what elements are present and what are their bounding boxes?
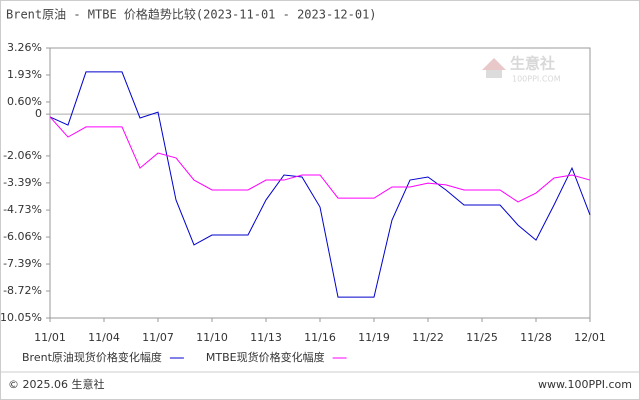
- y-tick-label: 0: [35, 107, 42, 120]
- watermark-sub: 100PPI.COM: [512, 75, 561, 84]
- x-tick-label: 11/22: [412, 331, 444, 344]
- footer-right: www.100PPI.com: [538, 378, 632, 391]
- y-tick-label: -6.06%: [3, 230, 42, 243]
- footer-left: © 2025.06 生意社: [8, 377, 104, 391]
- x-tick-label: 12/01: [574, 331, 606, 344]
- x-tick-label: 11/25: [466, 331, 498, 344]
- watermark-logo: [482, 58, 506, 70]
- x-tick-label: 11/28: [520, 331, 552, 344]
- series-line: [49, 116, 591, 203]
- y-tick-label: -10.05%: [0, 311, 42, 324]
- watermark-logo: [486, 70, 502, 78]
- watermark-text: 生意社: [510, 55, 555, 73]
- x-tick-label: 11/04: [88, 331, 120, 344]
- x-tick-label: 11/10: [196, 331, 228, 344]
- legend-label: Brent原油现货价格变化幅度: [22, 350, 162, 364]
- y-tick-label: -7.39%: [3, 257, 42, 270]
- x-tick-label: 11/01: [34, 331, 66, 344]
- x-tick-label: 11/13: [250, 331, 282, 344]
- x-tick-label: 11/07: [142, 331, 174, 344]
- series-line: [49, 71, 591, 298]
- chart-title: Brent原油 - MTBE 价格趋势比较(2023-11-01 - 2023-…: [6, 7, 377, 22]
- y-tick-label: 0.60%: [7, 95, 42, 108]
- y-tick-label: 3.26%: [7, 41, 42, 54]
- y-tick-label: -3.39%: [3, 176, 42, 189]
- y-tick-label: -2.06%: [3, 149, 42, 162]
- watermark: 生意社 100PPI.COM: [482, 55, 561, 84]
- y-tick-label: -4.73%: [3, 203, 42, 216]
- x-tick-label: 11/16: [304, 331, 336, 344]
- y-tick-label: -8.72%: [3, 284, 42, 297]
- legend-label: MTBE现货价格变化幅度: [206, 350, 325, 364]
- x-tick-label: 11/19: [358, 331, 390, 344]
- y-tick-label: 1.93%: [7, 68, 42, 81]
